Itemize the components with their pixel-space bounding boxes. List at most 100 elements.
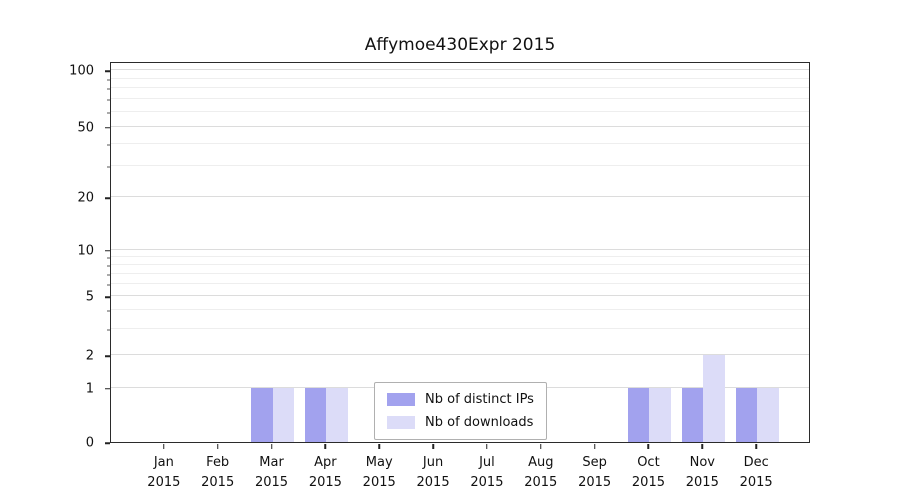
x-year-label: 2015 [308,474,342,490]
y-minor-tick-mark [107,310,110,312]
x-year-label: 2015 [631,474,665,490]
y-tick-label: 20 [77,190,94,206]
x-tick-mark [163,444,165,449]
y-minor-tick-mark [107,79,110,81]
x-year-label: 2015 [578,474,612,490]
major-gridline [111,69,809,71]
y-minor-tick-mark [107,99,110,101]
y-minor-tick-mark [107,88,110,90]
minor-gridline [111,87,809,89]
y-tick-label: 10 [77,243,94,259]
y-minor-tick-mark [107,284,110,286]
minor-gridline [111,263,809,265]
y-axis: 0 1 2 5 10 20 50 100 [0,62,110,451]
y-tick-mark [105,250,110,252]
minor-gridline [111,272,809,274]
y-tick-label: 100 [69,63,94,79]
x-tick-label: Dec 2015 [740,453,773,492]
x-tick-mark [378,444,380,449]
x-month-label: Mar [259,455,284,470]
legend-item: Nb of downloads [387,415,534,430]
x-tick-label: Feb 2015 [201,453,234,492]
y-tick-label: 2 [85,348,94,364]
x-tick-mark [701,444,704,449]
major-gridline [111,354,809,356]
x-tick-mark [647,444,650,449]
x-tick-label: Aug 2015 [524,453,557,492]
minor-gridline [111,309,809,311]
major-gridline [111,125,809,127]
x-month-label: Dec [743,455,769,470]
bar-downloads [757,387,779,442]
y-minor-tick-mark [107,166,110,168]
x-tick-mark [324,444,327,449]
x-tick-mark [593,444,596,449]
bar-downloads [649,387,671,442]
legend: Nb of distinct IPs Nb of downloads [374,382,547,440]
minor-gridline [111,282,809,284]
x-year-label: 2015 [201,474,235,490]
major-gridline [111,248,809,250]
x-month-label: May [365,455,393,470]
x-month-label: Aug [528,455,554,470]
x-tick-label: May 2015 [363,453,396,492]
y-tick-mark [105,197,110,199]
y-tick-mark [105,296,110,298]
y-tick-label: 50 [77,120,94,136]
x-year-label: 2015 [416,474,450,490]
x-tick-label: Apr 2015 [309,453,342,492]
x-year-label: 2015 [685,474,719,490]
legend-swatch [387,416,415,429]
x-tick-label: Jun 2015 [417,453,450,492]
x-month-label: Sep [582,455,607,470]
y-minor-tick-mark [107,144,110,146]
x-tick-mark [270,444,273,449]
bar-distinct-ips [681,387,704,442]
minor-gridline [111,165,809,166]
x-year-label: 2015 [524,474,558,490]
x-month-label: Oct [637,455,660,470]
bar-downloads [326,387,348,442]
minor-gridline [111,255,809,257]
x-tick-mark [432,444,434,449]
minor-gridline [111,110,809,112]
x-tick-label: Mar 2015 [255,453,288,492]
y-tick-label: 0 [85,435,94,451]
y-minor-tick-mark [107,257,110,259]
major-gridline [111,295,809,297]
legend-swatch [387,393,415,406]
x-tick-mark [755,444,757,449]
y-tick-mark [105,355,110,357]
x-year-label: 2015 [254,474,289,490]
x-year-label: 2015 [362,474,396,490]
bar-distinct-ips [304,387,327,442]
bar-distinct-ips [735,387,758,442]
y-tick-mark [105,127,110,129]
y-tick-mark [105,388,110,390]
minor-gridline [111,77,809,79]
minor-gridline [111,98,809,100]
major-gridline [111,196,809,198]
x-tick-mark [216,444,219,449]
x-year-label: 2015 [470,474,504,490]
x-tick-label: Oct 2015 [632,453,665,492]
x-month-label: Jul [479,455,495,470]
x-year-label: 2015 [147,474,181,490]
x-tick-mark [540,444,542,449]
x-axis: Jan 2015 Feb 2015 Mar 2015 Apr 2015 May 2015 Jun 20… [110,444,810,496]
x-year-label: 2015 [739,474,773,490]
y-minor-tick-mark [107,329,110,331]
x-month-label: Feb [206,455,230,470]
minor-gridline [111,328,809,329]
x-month-label: Apr [314,455,337,470]
plot-area: Nb of distinct IPs Nb of downloads [110,62,810,443]
x-tick-label: Jan 2015 [147,453,180,492]
x-month-label: Jun [422,455,444,470]
x-month-label: Nov [689,455,715,470]
x-tick-mark [486,444,488,449]
bar-downloads [703,355,725,442]
y-minor-tick-mark [107,274,110,276]
x-tick-label: Sep 2015 [578,453,611,492]
legend-label: Nb of downloads [425,415,534,430]
